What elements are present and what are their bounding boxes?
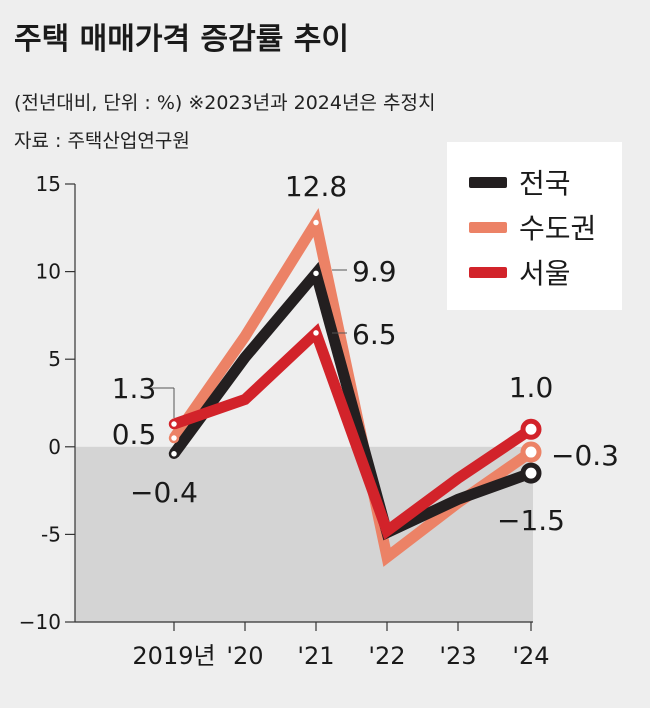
x-tick-label: '21 [297, 642, 334, 670]
legend-swatch-capital-area [469, 221, 507, 233]
data-point-capital-area [520, 441, 542, 463]
data-point-seoul [520, 418, 542, 440]
legend-swatch-nationwide [469, 176, 507, 188]
chart-source: 자료 : 주택산업연구원 [14, 130, 190, 152]
y-tick-label: 5 [48, 347, 61, 371]
data-label-capital-area: 12.8 [285, 170, 347, 203]
data-point-nationwide [168, 448, 180, 460]
data-label-capital-area: −0.3 [551, 439, 619, 472]
x-tick-label: '20 [226, 642, 263, 670]
y-tick-label: 10 [36, 260, 61, 284]
data-label-seoul: 1.3 [112, 372, 157, 405]
data-label-nationwide: 9.9 [352, 255, 397, 288]
legend-item-seoul: 서울 [469, 252, 571, 292]
legend-label-nationwide: 전국 [519, 167, 571, 200]
chart-subtitle: (전년대비, 단위 : %) ※2023년과 2024년은 추정치 [14, 92, 436, 114]
legend-label-capital-area: 수도권 [519, 212, 597, 245]
legend-item-nationwide: 전국 [469, 162, 571, 202]
data-label-nationwide: −1.5 [497, 504, 565, 537]
series-line-nationwide [169, 261, 533, 541]
legend: 전국 수도권 서울 [447, 142, 622, 310]
y-tick-label: −10 [19, 610, 61, 634]
series-line-seoul [172, 323, 535, 540]
data-point-nationwide [520, 462, 542, 484]
legend-item-capital-area: 수도권 [469, 207, 596, 247]
data-label-capital-area: 0.5 [112, 418, 157, 451]
x-tick-label: '24 [512, 642, 549, 670]
data-point-capital-area [310, 217, 322, 228]
x-tick-label: 2019년 [132, 642, 215, 670]
x-tick-label: '23 [439, 642, 476, 670]
y-tick-label: 0 [48, 435, 61, 459]
data-label-seoul: 1.0 [509, 371, 554, 404]
y-tick-label: -5 [41, 522, 61, 546]
data-label-seoul: 6.5 [352, 318, 397, 351]
data-label-nationwide: −0.4 [130, 476, 198, 509]
data-point-capital-area [168, 432, 180, 444]
x-tick-label: '22 [368, 642, 405, 670]
legend-label-seoul: 서울 [519, 257, 571, 290]
data-point-seoul [168, 418, 180, 430]
data-point-nationwide [310, 268, 322, 279]
legend-swatch-seoul [469, 266, 507, 278]
data-point-seoul [310, 327, 322, 339]
chart-title: 주택 매매가격 증감률 추이 [14, 22, 349, 57]
y-tick-label: 15 [36, 172, 61, 196]
